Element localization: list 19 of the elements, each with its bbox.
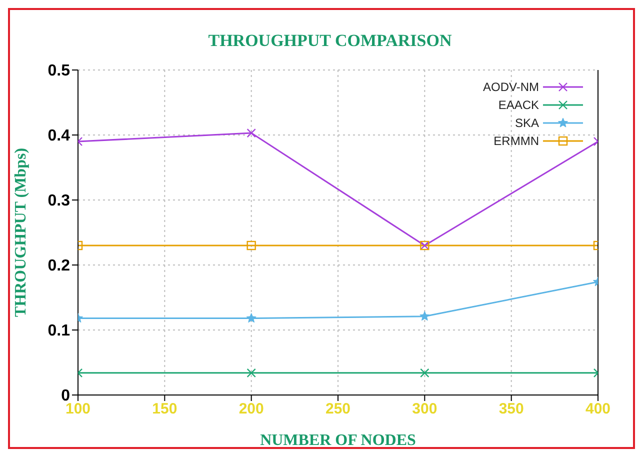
- y-axis-title: THROUGHPUT (Mbps): [12, 148, 30, 318]
- legend-label: SKA: [514, 116, 539, 130]
- x-axis-title: NUMBER OF NODES: [260, 432, 416, 449]
- legend-label: EAACK: [498, 98, 539, 112]
- x-tick-label: 350: [498, 400, 524, 418]
- y-tick-label: 0.4: [48, 128, 70, 145]
- x-tick-label: 200: [238, 400, 264, 418]
- y-tick-label: 0.2: [48, 258, 70, 275]
- y-tick-label: 0.1: [48, 322, 70, 340]
- legend-label: AODV-NM: [482, 80, 539, 94]
- x-tick-label: 250: [325, 400, 351, 418]
- x-tick-label: 150: [152, 400, 178, 418]
- y-tick-label: 0.3: [48, 192, 70, 210]
- chart-title: THROUGHPUT COMPARISON: [208, 31, 452, 50]
- x-tick-label: 100: [65, 400, 91, 418]
- x-tick-label: 300: [412, 400, 438, 418]
- legend-label: ERMMN: [494, 134, 539, 148]
- y-tick-label: 0.5: [48, 62, 70, 80]
- x-tick-label: 400: [585, 400, 611, 418]
